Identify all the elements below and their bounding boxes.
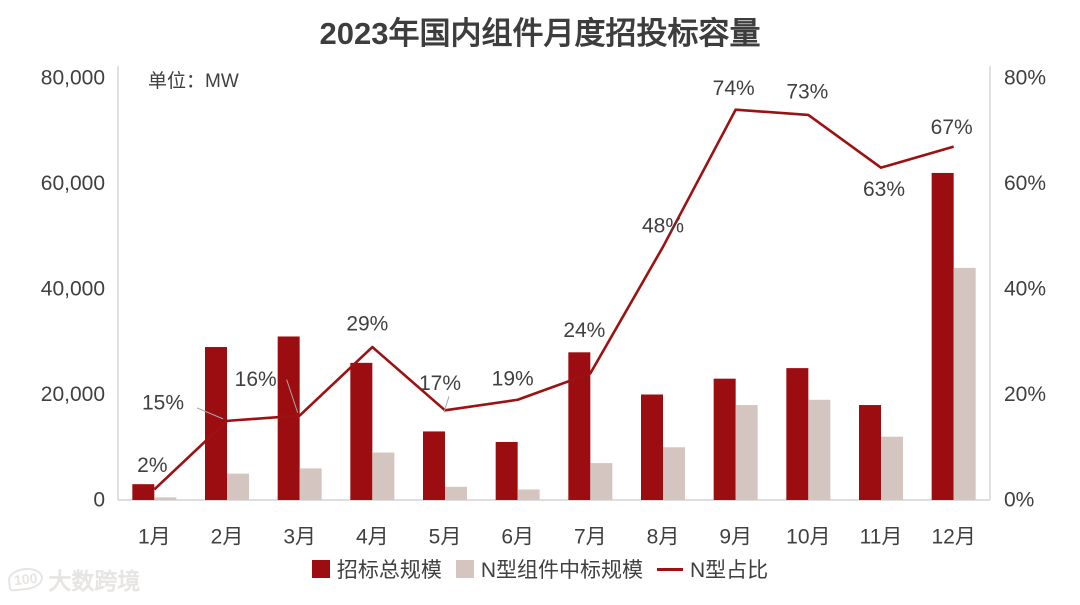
x-axis-label: 8月	[647, 526, 680, 549]
x-axis-label: 7月	[574, 526, 607, 549]
total-bid-bar	[641, 394, 663, 500]
share-point-label: 19%	[492, 367, 534, 390]
y-axis-tick-right: 60%	[1004, 172, 1046, 195]
y-axis-tick-right: 80%	[1004, 67, 1046, 90]
legend-item-ntype-win: N型组件中标规模	[455, 554, 643, 584]
legend-item-ntype-share: N型占比	[657, 554, 768, 584]
legend-label-bid-total: 招标总规模	[336, 559, 442, 582]
unit-label: 单位：MW	[148, 71, 239, 92]
share-point-label: 73%	[786, 80, 828, 103]
x-axis-label: 11月	[860, 526, 903, 549]
total-bid-bar	[132, 484, 155, 500]
ntype-win-bar	[808, 399, 831, 500]
chart-title: 2023年国内组件月度招投标容量	[319, 16, 761, 51]
share-point-label: 2%	[137, 454, 167, 477]
ntype-win-bar	[735, 405, 758, 500]
y-axis-tick-left: 40,000	[41, 278, 105, 301]
x-axis-label: 4月	[356, 526, 389, 549]
total-bid-bar	[713, 378, 736, 500]
y-axis-tick-right: 0%	[1004, 489, 1034, 512]
y-axis-tick-left: 60,000	[41, 172, 105, 195]
x-axis-label: 2月	[211, 526, 244, 549]
legend-swatch-ntype-win-icon	[455, 560, 474, 578]
share-point-label: 29%	[346, 313, 388, 336]
legend-item-bid-total: 招标总规模	[311, 554, 442, 584]
ntype-win-bar	[953, 267, 976, 500]
total-bid-bar	[495, 441, 518, 500]
label-leader-line	[443, 396, 450, 413]
chart-legend: 招标总规模 N型组件中标规模 N型占比	[0, 554, 1080, 584]
ntype-win-bar	[299, 468, 322, 500]
ntype-share-line	[153, 108, 955, 491]
y-axis-tick-left: 20,000	[41, 383, 105, 406]
watermark-logo-icon: 100	[6, 566, 45, 592]
share-point-label: 67%	[931, 116, 973, 139]
share-point-label: 24%	[563, 319, 605, 342]
ntype-win-bar	[663, 447, 685, 500]
total-bid-bar	[350, 362, 373, 500]
x-axis-label: 5月	[429, 526, 462, 549]
share-point-label: 17%	[419, 372, 461, 395]
total-bid-bar	[931, 172, 954, 500]
legend-swatch-bid-total-icon	[311, 560, 330, 578]
legend-swatch-ntype-share-icon	[657, 567, 683, 571]
x-axis-label: 12月	[931, 526, 975, 549]
ntype-win-bar	[227, 473, 249, 500]
share-point-label: 15%	[142, 391, 184, 414]
ntype-win-bar	[154, 497, 177, 500]
y-axis-tick-left: 0	[93, 489, 105, 512]
legend-label-ntype-win: N型组件中标规模	[480, 559, 643, 582]
x-axis-label: 10月	[786, 526, 830, 549]
legend-label-ntype-share: N型占比	[690, 559, 769, 582]
ntype-win-bar	[881, 436, 903, 500]
x-axis-label: 3月	[283, 526, 316, 549]
ntype-win-bar	[590, 463, 613, 500]
share-point-label: 63%	[863, 178, 905, 201]
total-bid-bar	[568, 352, 591, 500]
label-leader-line	[286, 379, 299, 413]
total-bid-bar	[423, 431, 445, 500]
x-axis-label: 6月	[501, 526, 534, 549]
y-axis-tick-right: 20%	[1004, 383, 1046, 406]
total-bid-bar	[205, 347, 227, 500]
label-leader-line	[196, 407, 224, 420]
watermark-text: 大数跨境	[48, 568, 141, 594]
total-bid-bar	[859, 405, 881, 500]
ntype-win-bar	[517, 489, 540, 500]
ntype-win-bar	[445, 486, 467, 500]
y-axis-tick-right: 40%	[1004, 278, 1046, 301]
y-axis-tick-left: 80,000	[41, 67, 105, 90]
total-bid-bar	[786, 368, 809, 500]
share-point-label: 16%	[235, 368, 277, 391]
ntype-win-bar	[372, 452, 395, 500]
share-point-label: 48%	[642, 214, 684, 237]
x-axis-label: 9月	[719, 526, 752, 549]
share-point-label: 74%	[713, 77, 755, 100]
x-axis-label: 1月	[138, 526, 171, 549]
total-bid-bar	[277, 336, 300, 500]
watermark: 100 大数跨境	[6, 562, 141, 596]
